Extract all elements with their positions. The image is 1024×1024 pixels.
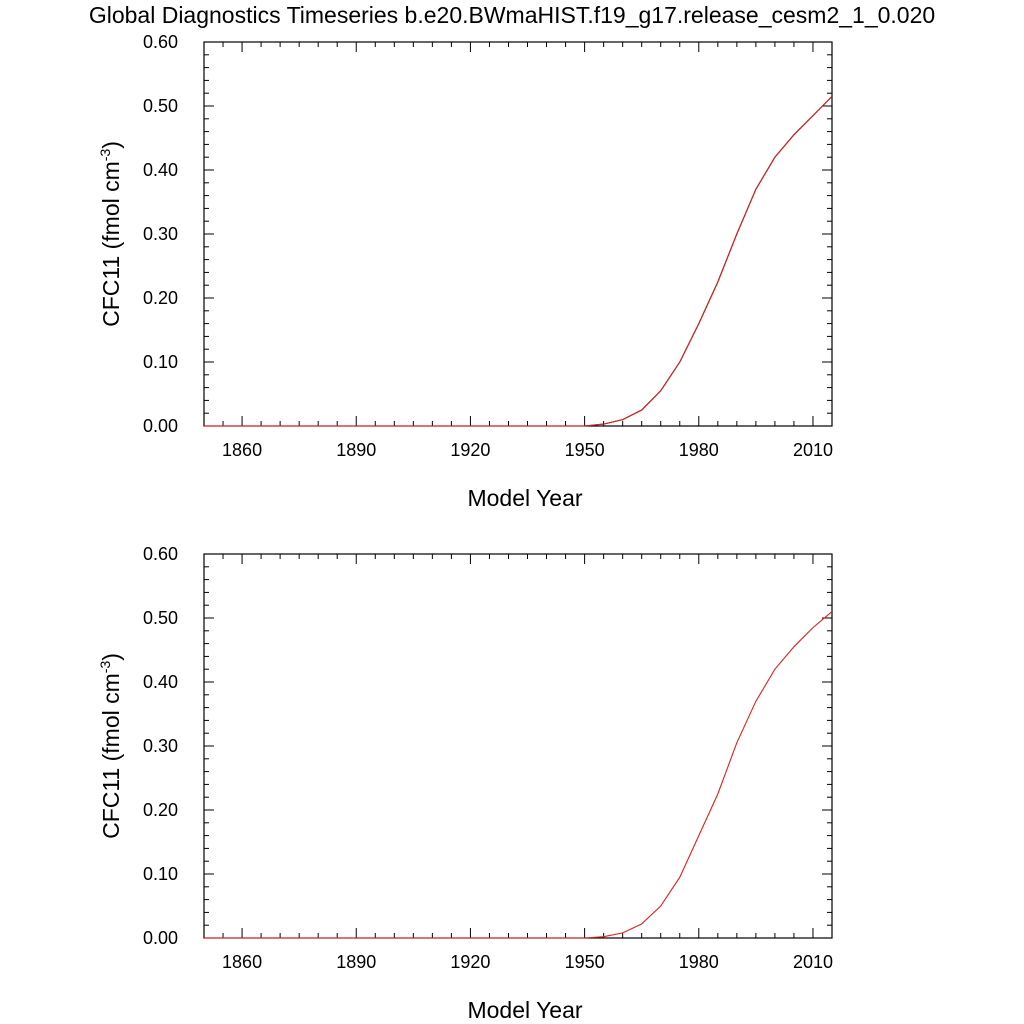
y-tick-label: 0.30 — [143, 736, 178, 756]
plot-frame — [203, 553, 833, 939]
y-axis-label: CFC11 (fmol cm-3) — [97, 141, 124, 327]
y-tick-label: 0.20 — [143, 800, 178, 820]
x-axis-label: Model Year — [467, 997, 582, 1023]
series-line-case — [204, 611, 833, 939]
x-tick-label: 1890 — [336, 952, 376, 972]
y-tick-label: 0.20 — [143, 288, 178, 308]
y-tick-label: 0.00 — [143, 416, 178, 436]
x-tick-label: 1920 — [450, 952, 490, 972]
series-line-control — [204, 96, 833, 427]
x-tick-label: 1890 — [336, 440, 376, 460]
y-tick-label: 0.40 — [143, 672, 178, 692]
x-tick-label: 1980 — [679, 952, 719, 972]
chart-panel-1: 1860 1890 1920 1950 1980 2010 0.00 0.10 0.20 0.30… — [97, 32, 833, 511]
y-tick-label: 0.10 — [143, 352, 178, 372]
series-line-case — [204, 96, 833, 427]
chart-title: Global Diagnostics Timeseries b.e20.BWma… — [88, 2, 936, 28]
x-tick-label: 2010 — [793, 952, 833, 972]
x-tick-label: 1980 — [679, 440, 719, 460]
plot-frame — [203, 41, 833, 427]
y-tick-label: 0.30 — [143, 224, 178, 244]
y-tick-label: 0.60 — [143, 32, 178, 52]
chart-panel-2: 1860 1890 1920 1950 1980 2010 0.00 0.10 0.20 0.30… — [97, 544, 833, 1023]
y-tick-label: 0.50 — [143, 96, 178, 116]
x-tick-label: 1920 — [450, 440, 490, 460]
y-tick-label: 0.50 — [143, 608, 178, 628]
y-tick-label: 0.40 — [143, 160, 178, 180]
y-axis-label: CFC11 (fmol cm-3) — [97, 653, 124, 839]
y-tick-label: 0.10 — [143, 864, 178, 884]
x-tick-label: 1950 — [565, 952, 605, 972]
x-tick-label: 1860 — [222, 952, 262, 972]
x-tick-label: 1950 — [565, 440, 605, 460]
x-tick-label: 1860 — [222, 440, 262, 460]
x-tick-label: 2010 — [793, 440, 833, 460]
x-axis-label: Model Year — [467, 485, 582, 511]
y-tick-label: 0.60 — [143, 544, 178, 564]
y-tick-label: 0.00 — [143, 928, 178, 948]
